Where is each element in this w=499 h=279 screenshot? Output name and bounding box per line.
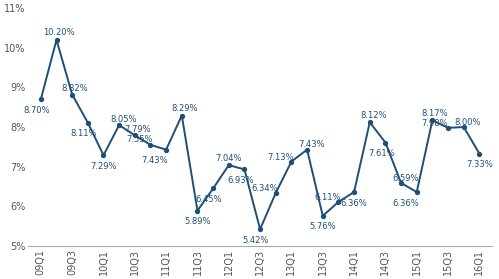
Text: 8.70%: 8.70% [23,106,50,115]
Text: 10.20%: 10.20% [43,28,75,37]
Text: 7.55%: 7.55% [126,135,153,144]
Text: 6.93%: 6.93% [227,176,253,185]
Text: 7.98%: 7.98% [421,119,448,128]
Text: 7.43%: 7.43% [142,156,168,165]
Text: 7.79%: 7.79% [124,125,151,134]
Text: 8.00%: 8.00% [455,118,481,128]
Text: 8.17%: 8.17% [422,109,449,118]
Text: 7.13%: 7.13% [267,153,293,162]
Text: 5.89%: 5.89% [184,217,211,226]
Text: 8.29%: 8.29% [171,104,198,113]
Text: 6.36%: 6.36% [392,199,419,208]
Text: 7.29%: 7.29% [90,162,117,171]
Text: 6.59%: 6.59% [392,174,419,183]
Text: 8.11%: 8.11% [70,129,97,138]
Text: 7.61%: 7.61% [368,149,395,158]
Text: 8.82%: 8.82% [62,85,88,93]
Text: 7.04%: 7.04% [216,154,242,163]
Text: 5.42%: 5.42% [243,236,269,245]
Text: 8.05%: 8.05% [110,115,137,124]
Text: 7.33%: 7.33% [466,160,493,169]
Text: 5.76%: 5.76% [309,222,336,231]
Text: 8.12%: 8.12% [361,111,387,120]
Text: 6.34%: 6.34% [251,184,278,193]
Text: 7.43%: 7.43% [298,140,324,149]
Text: 6.36%: 6.36% [341,199,367,208]
Text: 6.11%: 6.11% [314,193,340,202]
Text: 6.45%: 6.45% [196,195,222,204]
